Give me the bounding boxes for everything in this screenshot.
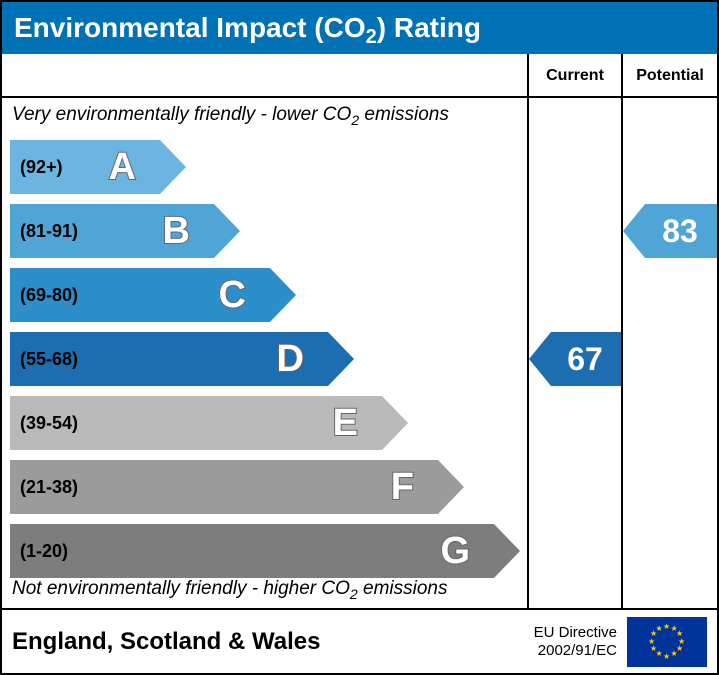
chart-area: Current Potential Very environmentally f… xyxy=(2,54,717,610)
band-a: (92+) A xyxy=(10,140,160,194)
band-range-b: (81-91) xyxy=(20,221,78,242)
pointer-current: 67 xyxy=(551,332,621,386)
footer: England, Scotland & Wales EU Directive 2… xyxy=(2,610,717,673)
band-arrowhead-f xyxy=(438,460,464,514)
band-bar-f: (21-38) F xyxy=(10,460,438,514)
band-b: (81-91) B xyxy=(10,204,214,258)
bands-region: Very environmentally friendly - lower CO… xyxy=(2,98,527,608)
title-sub: 2 xyxy=(366,26,377,48)
pointer-potential: 83 xyxy=(645,204,717,258)
header-current: Current xyxy=(529,54,621,98)
band-letter-e: E xyxy=(333,402,358,445)
band-arrowhead-g xyxy=(494,524,520,578)
band-f: (21-38) F xyxy=(10,460,438,514)
band-arrowhead-c xyxy=(270,268,296,322)
band-range-f: (21-38) xyxy=(20,477,78,498)
band-range-c: (69-80) xyxy=(20,285,78,306)
pointer-tail-potential xyxy=(623,204,645,258)
band-letter-c: C xyxy=(219,274,246,317)
footer-region: England, Scotland & Wales xyxy=(12,628,534,656)
eu-star: ★ xyxy=(656,624,663,633)
band-d: (55-68) D xyxy=(10,332,328,386)
band-bar-c: (69-80) C xyxy=(10,268,270,322)
pointer-value-current: 67 xyxy=(551,332,621,386)
band-arrowhead-e xyxy=(382,396,408,450)
band-letter-a: A xyxy=(109,146,136,189)
band-bar-e: (39-54) E xyxy=(10,396,382,450)
band-range-a: (92+) xyxy=(20,157,63,178)
caption-top: Very environmentally friendly - lower CO… xyxy=(12,104,449,128)
caption-bottom: Not environmentally friendly - higher CO… xyxy=(12,578,447,602)
header-potential: Potential xyxy=(623,54,717,98)
directive-line1: EU Directive xyxy=(534,624,617,642)
band-e: (39-54) E xyxy=(10,396,382,450)
band-c: (69-80) C xyxy=(10,268,270,322)
eu-star-ring: ★★★★★★★★★★★★ xyxy=(649,624,685,660)
column-separator-2 xyxy=(621,54,623,608)
eu-star: ★ xyxy=(671,649,678,658)
band-letter-f: F xyxy=(391,466,414,509)
band-arrowhead-b xyxy=(214,204,240,258)
band-bar-a: (92+) A xyxy=(10,140,160,194)
band-range-d: (55-68) xyxy=(20,349,78,370)
directive-line2: 2002/91/EC xyxy=(534,642,617,660)
footer-directive: EU Directive 2002/91/EC xyxy=(534,624,617,660)
band-bar-g: (1-20) G xyxy=(10,524,494,578)
header-row: Current Potential xyxy=(2,54,717,98)
title-text: Environmental Impact (CO2) Rating xyxy=(14,12,481,44)
band-bar-b: (81-91) B xyxy=(10,204,214,258)
title-bar: Environmental Impact (CO2) Rating xyxy=(2,2,717,54)
band-letter-d: D xyxy=(277,338,304,381)
title-prefix: Environmental Impact (CO xyxy=(14,12,366,43)
pointer-tail-current xyxy=(529,332,551,386)
band-g: (1-20) G xyxy=(10,524,494,578)
column-separator-1 xyxy=(527,54,529,608)
title-suffix: ) Rating xyxy=(377,12,481,43)
band-arrowhead-a xyxy=(160,140,186,194)
pointer-value-potential: 83 xyxy=(645,204,717,258)
band-arrowhead-d xyxy=(328,332,354,386)
band-range-e: (39-54) xyxy=(20,413,78,434)
band-letter-b: B xyxy=(163,210,190,253)
eu-star: ★ xyxy=(663,622,670,631)
eu-flag-icon: ★★★★★★★★★★★★ xyxy=(627,617,707,667)
epc-co2-rating-chart: Environmental Impact (CO2) Rating Curren… xyxy=(0,0,719,675)
band-range-g: (1-20) xyxy=(20,541,68,562)
band-bar-d: (55-68) D xyxy=(10,332,328,386)
band-letter-g: G xyxy=(440,530,470,573)
eu-star: ★ xyxy=(663,652,670,661)
